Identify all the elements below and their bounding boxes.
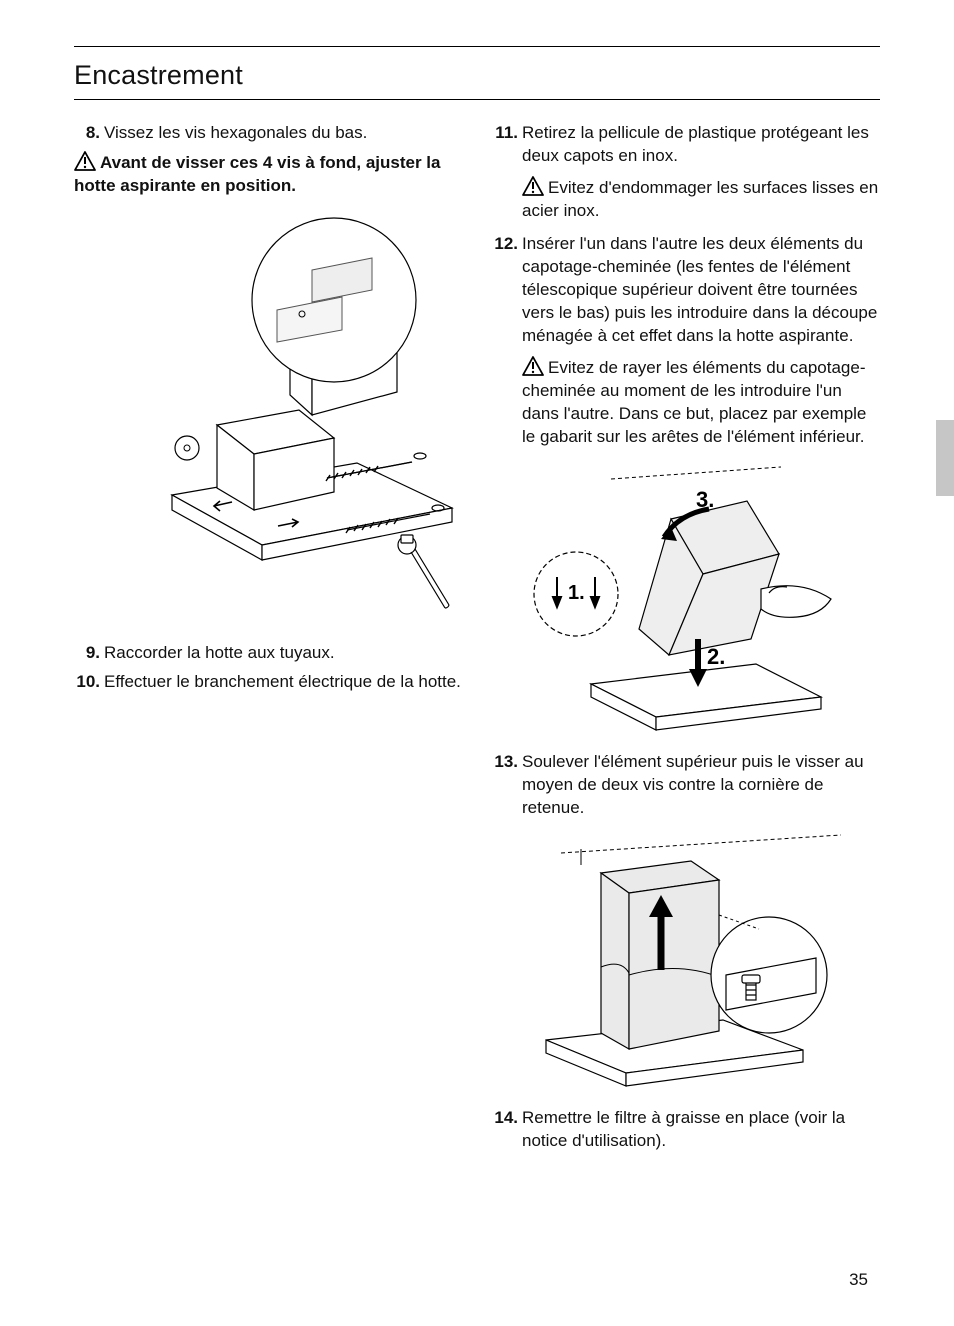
- step-10: 10. Effectuer le branchement électrique …: [74, 671, 462, 694]
- figure-step8: [74, 210, 482, 630]
- step-11: 11. Retirez la pellicule de plastique pr…: [492, 122, 880, 168]
- left-column: 8. Vissez les vis hexagonales du bas. Av…: [74, 122, 462, 1159]
- step-text: Vissez les vis hexagonales du bas.: [104, 123, 367, 142]
- bold-warning-note: Avant de visser ces 4 vis à fond, ajuste…: [74, 151, 462, 198]
- warning-icon: [522, 176, 544, 196]
- step-text: Remettre le filtre à graisse en place (v…: [522, 1108, 845, 1150]
- figure-step13: [492, 825, 880, 1095]
- side-tab: [936, 420, 954, 496]
- top-rule: [74, 46, 880, 47]
- step-12: 12. Insérer l'un dans l'autre les deux é…: [492, 233, 880, 348]
- right-steps-2: 12. Insérer l'un dans l'autre les deux é…: [492, 233, 880, 348]
- step-number: 9.: [74, 642, 100, 665]
- step-number: 11.: [492, 122, 518, 145]
- left-steps-2: 9. Raccorder la hotte aux tuyaux. 10. Ef…: [74, 642, 462, 694]
- left-steps: 8. Vissez les vis hexagonales du bas.: [74, 122, 462, 145]
- right-steps: 11. Retirez la pellicule de plastique pr…: [492, 122, 880, 168]
- step-text: Raccorder la hotte aux tuyaux.: [104, 643, 335, 662]
- step-number: 13.: [492, 751, 518, 774]
- note-text: Evitez de rayer les éléments du capotage…: [522, 358, 866, 446]
- step-8: 8. Vissez les vis hexagonales du bas.: [74, 122, 462, 145]
- step-number: 12.: [492, 233, 518, 256]
- step-text: Insérer l'un dans l'autre les deux éléme…: [522, 234, 877, 345]
- warning-icon: [522, 356, 544, 376]
- note-text: Evitez d'endommager les surfaces lisses …: [522, 178, 878, 220]
- page-title: Encastrement: [74, 57, 880, 93]
- fig-label-3: 3.: [696, 487, 714, 512]
- fig-label-1: 1.: [568, 582, 585, 604]
- step-14: 14. Remettre le filtre à graisse en plac…: [492, 1107, 880, 1153]
- note-12: Evitez de rayer les éléments du capotage…: [492, 356, 880, 449]
- step-number: 10.: [74, 671, 100, 694]
- note-11: Evitez d'endommager les surfaces lisses …: [492, 176, 880, 223]
- bold-note-text: Avant de visser ces 4 vis à fond, ajuste…: [74, 153, 440, 195]
- page-number: 35: [849, 1269, 868, 1292]
- right-steps-3: 13. Soulever l'élément supérieur puis le…: [492, 751, 880, 820]
- title-rule: [74, 99, 880, 100]
- step-text: Effectuer le branchement électrique de l…: [104, 672, 461, 691]
- step-text: Retirez la pellicule de plastique protég…: [522, 123, 869, 165]
- content-columns: 8. Vissez les vis hexagonales du bas. Av…: [74, 122, 880, 1159]
- figure-step12: 1. 2. 3.: [492, 459, 880, 739]
- step-number: 8.: [74, 122, 100, 145]
- step-text: Soulever l'élément supérieur puis le vis…: [522, 752, 864, 817]
- right-column: 11. Retirez la pellicule de plastique pr…: [492, 122, 880, 1159]
- step-9: 9. Raccorder la hotte aux tuyaux.: [74, 642, 462, 665]
- step-13: 13. Soulever l'élément supérieur puis le…: [492, 751, 880, 820]
- fig-label-2: 2.: [707, 644, 725, 669]
- step-number: 14.: [492, 1107, 518, 1130]
- manual-page: Encastrement 8. Vissez les vis hexagonal…: [0, 0, 954, 1326]
- warning-icon: [74, 151, 96, 171]
- right-steps-4: 14. Remettre le filtre à graisse en plac…: [492, 1107, 880, 1153]
